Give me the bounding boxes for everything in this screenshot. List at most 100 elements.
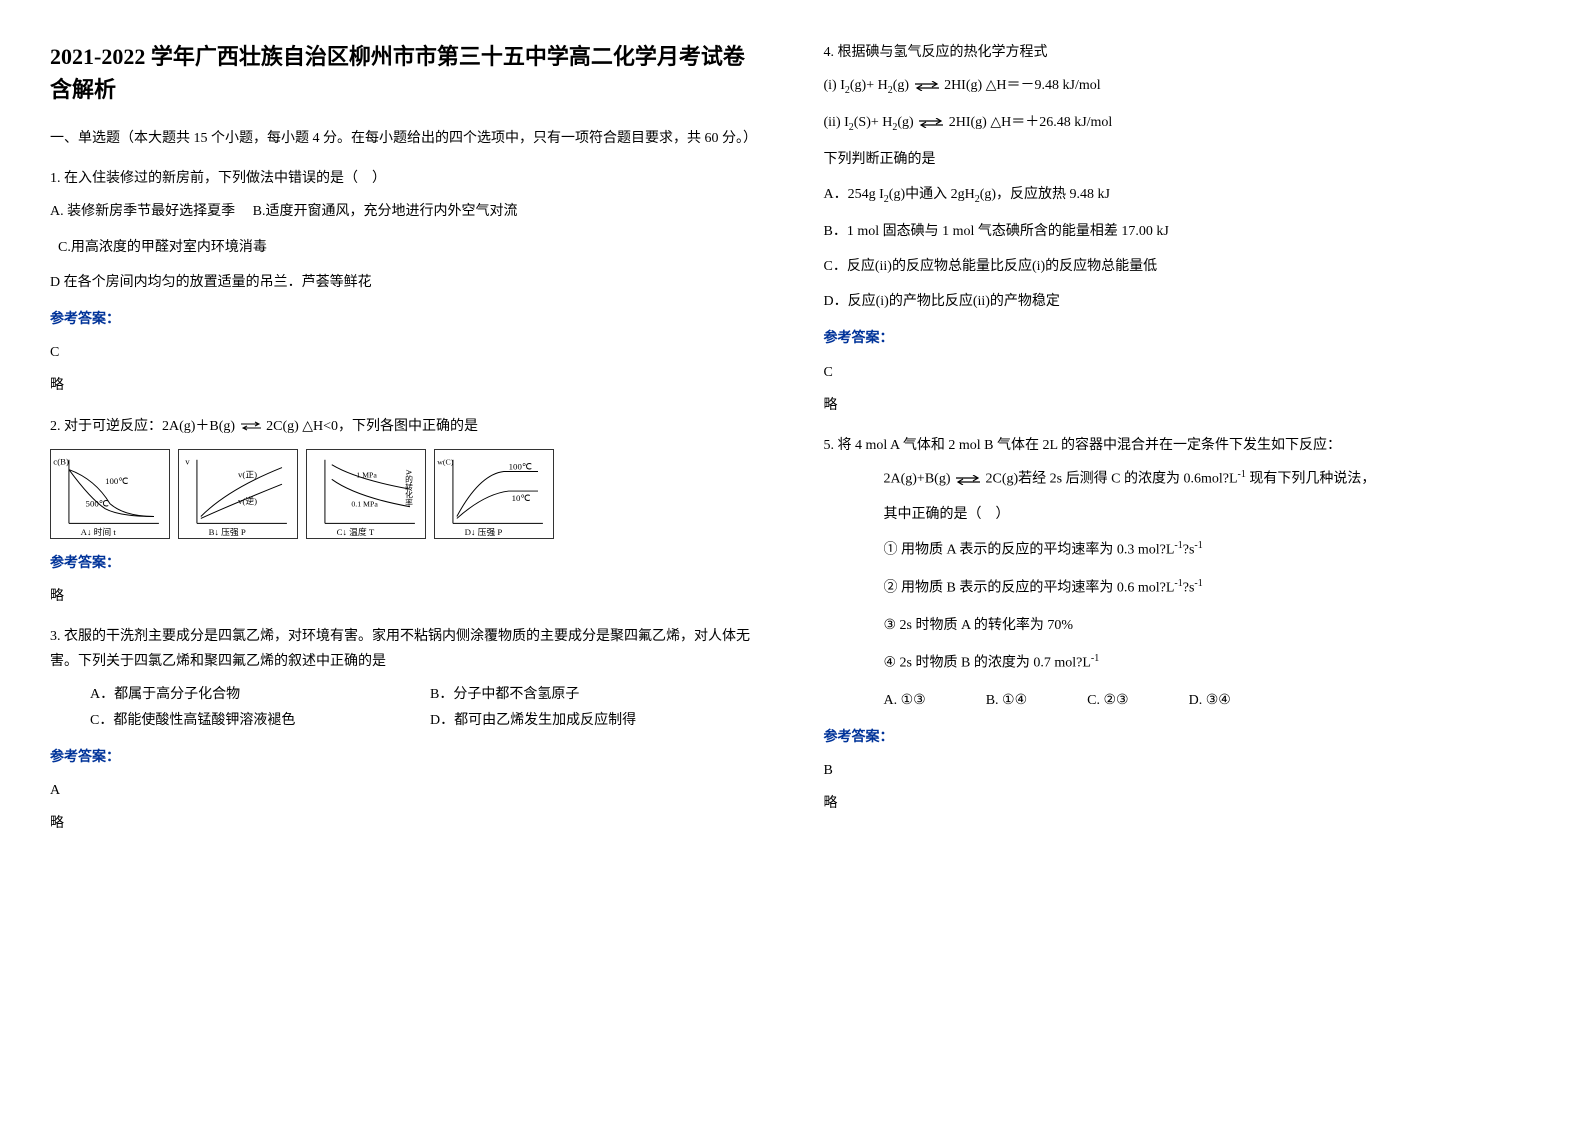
q5-s1-mid: ?s	[1183, 543, 1195, 558]
q5-s3: ③ 2s 时物质 A 的转化率为 70%	[884, 613, 1538, 638]
q5-answer-label: 参考答案：	[824, 725, 1538, 750]
q2-text-post: 2C(g) △H<0，下列各图中正确的是	[266, 419, 478, 434]
q5-s2: ② 用物质 B 表示的反应的平均速率为 0.6 mol?L-1?s-1	[884, 575, 1538, 601]
q4-eq2: (ii) I2(S)+ H2(g) 2HI(g) △H＝＋26.48 kJ/mo…	[824, 110, 1538, 137]
q4-eq2-m3: 2HI(g) △H＝＋26.48 kJ/mol	[949, 115, 1113, 130]
equilibrium-arrow-icon	[917, 118, 945, 128]
q5-choice-d: D. ③④	[1189, 688, 1231, 713]
q5-s2-pre: ② 用物质 B 表示的反应的平均速率为 0.6 mol?L	[884, 581, 1175, 596]
q5-s1: ① 用物质 A 表示的反应的平均速率为 0.3 mol?L-1?s-1	[884, 537, 1538, 563]
q4-opta-pre: A．254g I	[824, 187, 884, 202]
q5-eq-pre: 2A(g)+B(g)	[884, 472, 955, 487]
q4-eq1-m3: 2HI(g) △H＝－9.48 kJ/mol	[944, 78, 1101, 93]
graph-d-line2: 10℃	[512, 493, 531, 503]
section-heading: 一、单选题（本大题共 15 个小题，每小题 4 分。在每小题给出的四个选项中，只…	[50, 126, 764, 151]
q1-opt-d: D 在各个房间内均匀的放置适量的吊兰．芦荟等鲜花	[50, 270, 764, 295]
graph-a-xlabel: A↓ 时间 t	[81, 526, 117, 537]
q5-eq-post-post: 现有下列几种说法，	[1246, 472, 1376, 487]
equilibrium-arrow-icon	[239, 421, 263, 431]
q3-opt-d: D．都可由乙烯发生加成反应制得	[430, 708, 636, 733]
q5-note: 略	[824, 791, 1538, 816]
q1-note: 略	[50, 373, 764, 398]
graph-b-ylabel: v	[185, 456, 190, 466]
q4-opt-b: B．1 mol 固态碘与 1 mol 气态碘所含的能量相差 17.00 kJ	[824, 219, 1538, 244]
q1-opt-a: A. 装修新房季节最好选择夏季	[50, 204, 235, 219]
q5-choice-c: C. ②③	[1087, 688, 1128, 713]
q1-opt-b: B.适度开窗通风，充分地进行内外空气对流	[253, 204, 518, 219]
q4-text: 4. 根据碘与氢气反应的热化学方程式	[824, 40, 1538, 65]
q2-text: 2. 对于可逆反应：2A(g)＋B(g) 2C(g) △H<0，下列各图中正确的…	[50, 414, 764, 439]
q3-answer-label: 参考答案：	[50, 745, 764, 770]
graph-a-line1: 100℃	[105, 476, 128, 486]
q5-s4: ④ 2s 时物质 B 的浓度为 0.7 mol?L-1	[884, 650, 1538, 676]
graph-b-line2: v(逆)	[238, 494, 257, 505]
q4-eq2-m1: (S)+ H	[854, 115, 893, 130]
q1-answer: C	[50, 340, 764, 365]
graph-b-xlabel: B↓ 压强 P	[209, 527, 246, 537]
q4-eq2-pre: (ii) I	[824, 115, 849, 130]
q4-opt-c: C．反应(ii)的反应物总能量比反应(i)的反应物总能量低	[824, 254, 1538, 279]
q4-eq1-m2: (g)	[893, 78, 909, 93]
q4-eq1: (i) I2(g)+ H2(g) 2HI(g) △H＝－9.48 kJ/mol	[824, 73, 1538, 100]
q4-answer-label: 参考答案：	[824, 326, 1538, 351]
graph-d-ylabel: w(C)	[437, 457, 453, 466]
q5-eq-post-pre: 2C(g)若经 2s 后测得 C 的浓度为 0.6mol?L	[986, 472, 1238, 487]
graph-c-line1: 1 MPa	[356, 470, 377, 479]
q3-answer: A	[50, 778, 764, 803]
graph-d-line1: 100℃	[509, 461, 532, 471]
equilibrium-arrow-icon	[954, 475, 982, 485]
q5-choice-b: B. ①④	[986, 688, 1027, 713]
q5-s2-mid: ?s	[1183, 581, 1195, 596]
graph-c-line2: 0.1 MPa	[351, 499, 378, 508]
q4-judge: 下列判断正确的是	[824, 147, 1538, 172]
question-1: 1. 在入住装修过的新房前，下列做法中错误的是（ ） A. 装修新房季节最好选择…	[50, 166, 764, 398]
q5-eq-tail: 其中正确的是（ ）	[824, 502, 1538, 527]
q4-note: 略	[824, 393, 1538, 418]
graph-b: v(正) v(逆) v B↓ 压强 P	[178, 449, 298, 539]
document-title: 2021-2022 学年广西壮族自治区柳州市市第三十五中学高二化学月考试卷含解析	[50, 40, 764, 106]
q2-answer-label: 参考答案：	[50, 551, 764, 576]
q2-note: 略	[50, 584, 764, 609]
graph-c-xlabel: C↓ 温度 T	[337, 526, 375, 537]
q4-opt-a: A．254g I2(g)中通入 2gH2(g)，反应放热 9.48 kJ	[824, 182, 1538, 209]
q5-answer: B	[824, 758, 1538, 783]
graph-a: 100℃ 500℃ c(B) A↓ 时间 t	[50, 449, 170, 539]
q5-choices: A. ①③ B. ①④ C. ②③ D. ③④	[824, 688, 1538, 713]
q5-s4-pre: ④ 2s 时物质 B 的浓度为 0.7 mol?L	[884, 656, 1091, 671]
graph-d-xlabel: D↓ 压强 P	[465, 527, 503, 537]
equilibrium-arrow-icon	[913, 81, 941, 91]
q4-answer: C	[824, 360, 1538, 385]
graph-b-line1: v(正)	[238, 469, 257, 479]
q3-opt-c: C．都能使酸性高锰酸钾溶液褪色	[90, 708, 430, 733]
graph-c: 1 MPa 0.1 MPa A的转化率 C↓ 温度 T	[306, 449, 426, 539]
graph-c-ylabel: A的转化率	[404, 469, 413, 507]
q2-text-pre: 2. 对于可逆反应：2A(g)＋B(g)	[50, 419, 239, 434]
q3-note: 略	[50, 811, 764, 836]
q1-answer-label: 参考答案：	[50, 307, 764, 332]
graph-a-line2: 500℃	[86, 498, 109, 508]
q4-opta-post: (g)，反应放热 9.48 kJ	[980, 187, 1110, 202]
graph-a-ylabel: c(B)	[53, 456, 69, 466]
graph-d: 100℃ 10℃ w(C) D↓ 压强 P	[434, 449, 554, 539]
question-4: 4. 根据碘与氢气反应的热化学方程式 (i) I2(g)+ H2(g) 2HI(…	[824, 40, 1538, 418]
q5-s1-pre: ① 用物质 A 表示的反应的平均速率为 0.3 mol?L	[884, 543, 1175, 558]
q5-choice-a: A. ①③	[884, 688, 926, 713]
q1-opt-c: C.用高浓度的甲醛对室内环境消毒	[50, 235, 764, 260]
q4-eq2-m2: (g)	[897, 115, 913, 130]
right-column: 4. 根据碘与氢气反应的热化学方程式 (i) I2(g)+ H2(g) 2HI(…	[824, 40, 1538, 848]
q3-opt-b: B．分子中都不含氢原子	[430, 682, 579, 707]
q5-text: 5. 将 4 mol A 气体和 2 mol B 气体在 2L 的容器中混合并在…	[824, 433, 1538, 458]
question-2: 2. 对于可逆反应：2A(g)＋B(g) 2C(g) △H<0，下列各图中正确的…	[50, 414, 764, 610]
q4-eq1-pre: (i) I	[824, 78, 845, 93]
q3-text: 3. 衣服的干洗剂主要成分是四氯乙烯，对环境有害。家用不粘锅内侧涂覆物质的主要成…	[50, 624, 764, 674]
q3-opt-a: A．都属于高分子化合物	[90, 682, 430, 707]
question-5: 5. 将 4 mol A 气体和 2 mol B 气体在 2L 的容器中混合并在…	[824, 433, 1538, 817]
left-column: 2021-2022 学年广西壮族自治区柳州市市第三十五中学高二化学月考试卷含解析…	[50, 40, 764, 848]
q5-eq: 2A(g)+B(g) 2C(g)若经 2s 后测得 C 的浓度为 0.6mol?…	[824, 466, 1538, 492]
question-3: 3. 衣服的干洗剂主要成分是四氯乙烯，对环境有害。家用不粘锅内侧涂覆物质的主要成…	[50, 624, 764, 836]
q4-opt-d: D．反应(i)的产物比反应(ii)的产物稳定	[824, 289, 1538, 314]
q4-eq1-m1: (g)+ H	[850, 78, 888, 93]
q2-graphs: 100℃ 500℃ c(B) A↓ 时间 t v(正) v(逆) v B↓ 压强…	[50, 449, 764, 539]
q4-opta-mid: (g)中通入 2gH	[889, 187, 975, 202]
q1-text: 1. 在入住装修过的新房前，下列做法中错误的是（ ）	[50, 166, 764, 191]
